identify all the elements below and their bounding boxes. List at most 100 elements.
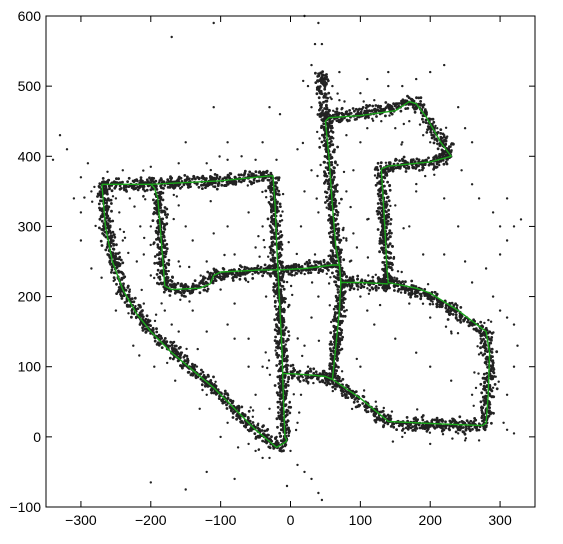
data-point-1588 <box>193 279 197 282</box>
data-point-542 <box>118 228 122 231</box>
data-point-1077 <box>246 416 250 419</box>
data-point-2762 <box>300 374 303 378</box>
data-point-2327 <box>283 374 287 377</box>
data-point-4866 <box>490 395 494 399</box>
data-point-670 <box>127 251 130 255</box>
data-point-4563 <box>427 297 431 301</box>
data-point-4808 <box>493 383 497 386</box>
data-point-2650 <box>345 275 348 279</box>
data-point-1104 <box>224 392 228 395</box>
data-point-3637 <box>326 115 329 118</box>
data-point-388 <box>252 172 255 176</box>
data-point-4390 <box>389 256 392 260</box>
data-point-2112 <box>291 293 294 297</box>
data-point-4389 <box>388 242 392 246</box>
data-point-2739 <box>382 289 386 292</box>
data-point-4877 <box>482 403 486 407</box>
data-point-4146 <box>387 208 390 212</box>
data-point-2174 <box>282 310 286 314</box>
data-point-3182 <box>325 99 329 103</box>
data-point-131 <box>201 187 204 191</box>
data-point-2876 <box>336 351 340 354</box>
data-point-2304 <box>285 389 289 393</box>
data-point-807 <box>163 337 167 340</box>
data-point-3196 <box>319 92 323 95</box>
data-point-301 <box>254 170 258 174</box>
data-point-4368 <box>391 263 394 266</box>
data-point-4821 <box>491 364 494 368</box>
data-point-709 <box>127 290 131 293</box>
data-point-490 <box>97 202 101 206</box>
data-point-2788 <box>293 368 297 372</box>
data-point-2141 <box>281 325 284 329</box>
data-point-3893 <box>421 117 424 121</box>
data-point-1971 <box>280 260 284 264</box>
data-point-2741 <box>366 287 369 290</box>
data-point-1492 <box>161 281 165 285</box>
data-point-3286 <box>326 126 330 130</box>
data-point-280 <box>209 200 212 203</box>
data-point-2765 <box>298 380 302 383</box>
data-point-4655 <box>460 315 464 318</box>
data-point-1595 <box>205 289 209 293</box>
data-point-3197 <box>318 101 322 105</box>
data-point-3321 <box>329 200 332 204</box>
data-point-4118 <box>379 161 383 165</box>
data-point-794 <box>132 312 136 316</box>
data-point-3285 <box>329 129 333 133</box>
data-point-2216 <box>274 349 277 352</box>
data-point-731 <box>130 300 134 304</box>
data-point-2539 <box>317 271 320 274</box>
data-point-118 <box>133 205 136 208</box>
data-point-2494 <box>303 272 306 276</box>
data-point-4317 <box>376 228 380 231</box>
data-point-4763 <box>492 331 495 334</box>
data-point-4506 <box>403 287 407 291</box>
data-point-1408 <box>153 261 157 265</box>
data-point-4276 <box>380 279 384 283</box>
data-point-276 <box>210 182 214 186</box>
data-point-3014 <box>338 332 342 335</box>
data-point-40 <box>127 185 131 189</box>
data-point-2144 <box>284 326 288 330</box>
data-point-1754 <box>251 273 254 276</box>
data-point-4689 <box>495 350 499 354</box>
data-point-1106 <box>221 401 225 405</box>
data-point-857 <box>155 343 159 346</box>
data-point-2425 <box>294 428 298 432</box>
data-point-4403 <box>366 256 370 259</box>
data-point-3925 <box>439 137 443 141</box>
data-point-3289 <box>330 126 334 130</box>
data-point-2215 <box>296 337 299 340</box>
data-point-1931 <box>277 189 281 193</box>
data-point-798 <box>140 288 143 292</box>
data-point-3728 <box>384 106 388 110</box>
data-point-259 <box>192 175 196 179</box>
data-point-2301 <box>278 359 282 363</box>
data-point-469 <box>99 239 103 243</box>
data-point-4846 <box>484 400 487 403</box>
data-point-3011 <box>340 328 344 332</box>
data-point-4270 <box>383 204 387 208</box>
data-point-3379 <box>326 161 330 165</box>
data-point-740 <box>144 317 148 321</box>
data-point-120 <box>179 186 182 190</box>
data-point-3743 <box>399 109 403 113</box>
data-point-2738 <box>385 285 389 289</box>
data-point-643 <box>112 276 116 279</box>
data-point-4102 <box>395 158 398 162</box>
data-point-1033 <box>225 407 229 410</box>
data-point-4252 <box>376 212 380 216</box>
data-point-3696 <box>391 107 395 111</box>
data-point-3177 <box>317 87 321 91</box>
data-point-3944 <box>434 124 437 128</box>
data-point-3018 <box>330 320 333 324</box>
data-point-3074 <box>343 290 347 294</box>
data-point-1932 <box>272 212 276 216</box>
data-point-1105 <box>240 405 244 409</box>
data-point-776 <box>122 294 126 297</box>
data-point-4762 <box>477 353 481 356</box>
data-point-3140 <box>325 103 328 107</box>
data-point-3516 <box>342 226 345 230</box>
data-point-3282 <box>333 148 336 152</box>
